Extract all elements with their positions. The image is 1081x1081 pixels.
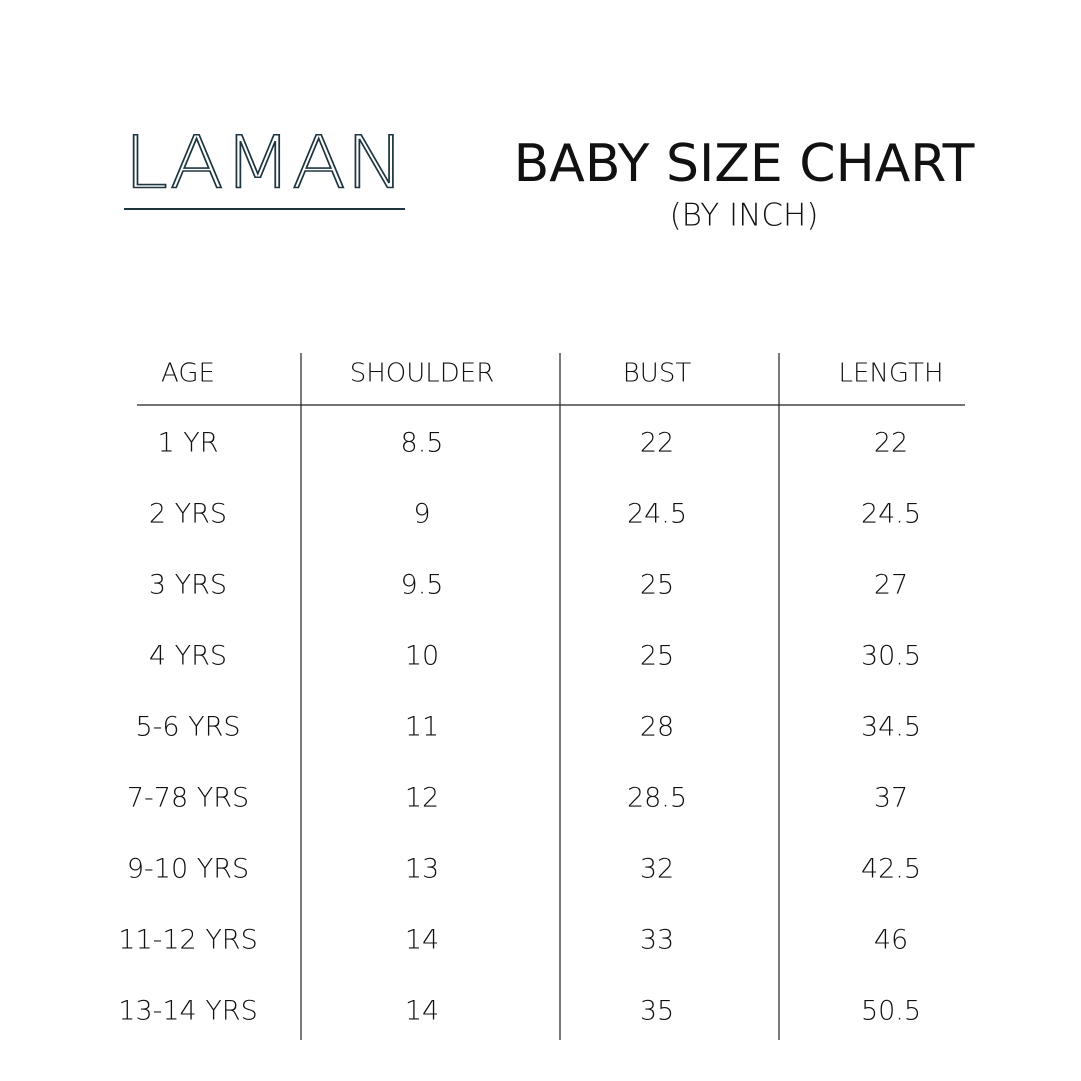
table-cell: 33 [640, 925, 674, 956]
table-cell: 42.5 [861, 854, 921, 885]
table-cell: 50.5 [861, 996, 921, 1027]
table-cell: 9-10 YRS [127, 854, 249, 885]
table-cell: 2 YRS [149, 499, 227, 530]
table-cell: 12 [405, 783, 439, 814]
table-cell: 25 [640, 641, 674, 672]
table-cell: 4 YRS [149, 641, 227, 672]
table-cell: 34.5 [861, 712, 921, 743]
column-header: AGE [161, 359, 215, 389]
table-cell: 10 [405, 641, 439, 672]
table-cell: 25 [640, 570, 674, 601]
table-cell: 14 [405, 996, 439, 1027]
table-cell: 9.5 [401, 570, 444, 601]
table-cell: 1 YR [157, 428, 218, 459]
subtitle: (BY INCH) [670, 198, 819, 234]
table-cell: 11-12 YRS [118, 925, 257, 956]
title: BABY SIZE CHART [514, 134, 975, 194]
table-cell: 13-14 YRS [118, 996, 257, 1027]
table-cell: 22 [874, 428, 908, 459]
table-cell: 28.5 [627, 783, 687, 814]
size-table: AGE SHOULDER BUST LENGTH 1 YR 8.5 22 22 2 YRS 9 24… [118, 359, 943, 1027]
table-cell: 27 [874, 570, 908, 601]
column-header: LENGTH [838, 359, 943, 389]
column-header: SHOULDER [350, 359, 495, 389]
table-cell: 9 [413, 499, 430, 530]
table-cell: 46 [874, 925, 908, 956]
table-cell: 28 [640, 712, 674, 743]
table-cell: 32 [640, 854, 674, 885]
table-cell: 5-6 YRS [135, 712, 240, 743]
table-cell: 22 [640, 428, 674, 459]
logo: LAMAN [124, 121, 405, 205]
table-cell: 14 [405, 925, 439, 956]
table-cell: 30.5 [861, 641, 921, 672]
table-cell: 13 [405, 854, 439, 885]
table-cell: 24.5 [627, 499, 687, 530]
table-cell: 3 YRS [149, 570, 227, 601]
table-cell: 7-78 YRS [127, 783, 249, 814]
table-cell: 24.5 [861, 499, 921, 530]
column-header: BUST [623, 359, 692, 389]
table-cell: 8.5 [401, 428, 444, 459]
table-cell: 11 [405, 712, 439, 743]
table-cell: 35 [640, 996, 674, 1027]
table-cell: 37 [874, 783, 908, 814]
